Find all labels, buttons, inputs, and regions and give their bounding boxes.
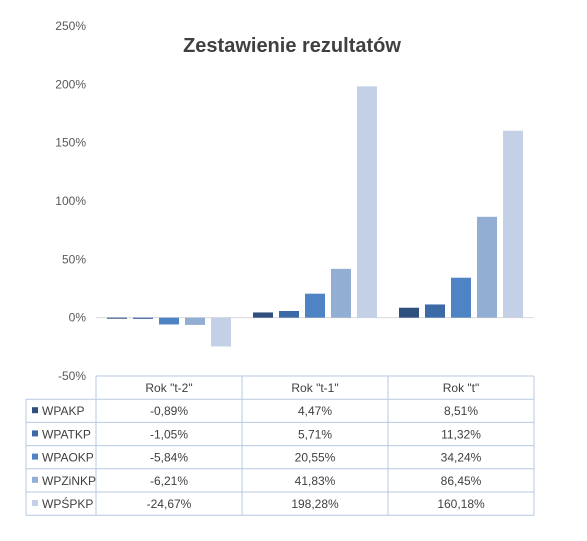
table-header-label: Rok "t" [443,381,480,395]
bar [159,317,179,325]
legend-key [32,430,38,437]
data-table: Rok "t-2" Rok "t-1" Rok "t" WPAKP -0,89% 4,47… [25,375,535,516]
bar [451,277,471,318]
data-label: -0,89% [150,404,188,418]
data-label: 8,51% [444,404,478,418]
bar [253,312,273,318]
bar [477,216,497,318]
series-name: WPATKP [42,427,91,441]
data-label: -1,05% [150,427,188,441]
bar [185,317,205,325]
y-tick-label: 0% [69,311,87,325]
series-name: WPAOKP [42,451,94,465]
data-label: -24,67% [147,497,192,511]
plot-area [96,86,534,347]
bar [357,86,377,318]
y-tick-label: 200% [55,77,86,91]
data-label: 11,32% [441,427,481,441]
bar [305,293,325,318]
bar [107,317,127,319]
bar [503,130,523,318]
data-label: 198,28% [291,497,339,511]
bar [399,307,419,318]
y-tick-label: 150% [55,136,86,150]
bar [425,304,445,318]
series-name: WPAKP [42,404,84,418]
table-header-label: Rok "t-2" [145,381,192,395]
bar [211,317,231,347]
legend-key [32,476,38,483]
y-tick-label: 50% [62,252,86,266]
series-name: WPZiNKP [42,474,96,488]
y-axis: -50% 0% 50% 100% 150% 200% 250% [55,19,86,383]
data-label: 4,47% [298,404,332,418]
series-name: WPŚPKP [42,496,93,511]
y-tick-label: -50% [58,369,86,383]
legend-key [32,407,38,414]
table-header-label: Rok "t-1" [291,381,338,395]
data-label: 34,24% [441,451,482,465]
data-label: 160,18% [437,497,485,511]
data-label: 20,55% [295,451,336,465]
legend-key [32,453,38,460]
bar [133,317,153,319]
y-tick-label: 250% [55,19,86,33]
chart-title: Zestawienie rezultatów [183,35,401,57]
legend-key [32,500,38,506]
bar [279,311,299,318]
y-tick-label: 100% [55,194,86,208]
bar [331,268,351,318]
data-label: 86,45% [441,474,482,488]
data-label: -6,21% [150,474,188,488]
data-label: 41,83% [295,474,336,488]
data-label: -5,84% [150,451,188,465]
data-label: 5,71% [298,427,332,441]
